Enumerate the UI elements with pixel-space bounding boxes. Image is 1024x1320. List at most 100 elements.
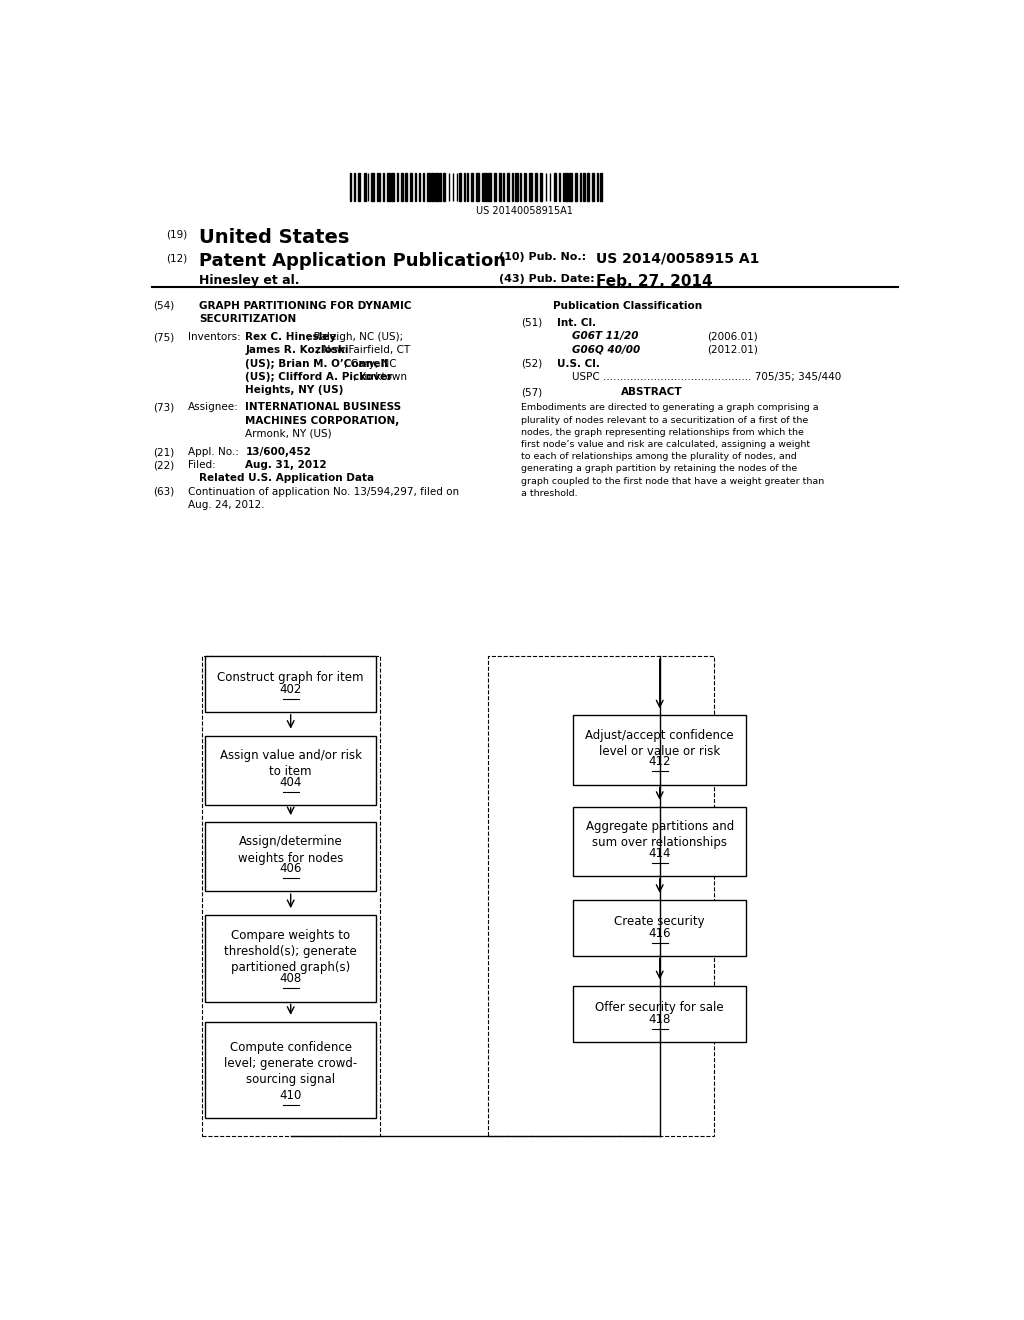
Text: plurality of nodes relevant to a securitization of a first of the: plurality of nodes relevant to a securit… — [521, 416, 808, 425]
Bar — [435, 173, 437, 201]
Bar — [554, 173, 556, 201]
Text: MACHINES CORPORATION,: MACHINES CORPORATION, — [246, 416, 399, 425]
Bar — [410, 173, 413, 201]
Text: USPC ............................................ 705/35; 345/440: USPC ...................................… — [572, 372, 842, 381]
Text: , New Fairfield, CT: , New Fairfield, CT — [315, 346, 410, 355]
Bar — [206, 915, 376, 1002]
Text: (75): (75) — [154, 333, 175, 342]
Text: Heights, NY (US): Heights, NY (US) — [246, 385, 344, 395]
Text: nodes, the graph representing relationships from which the: nodes, the graph representing relationsh… — [521, 428, 804, 437]
Bar — [364, 173, 366, 201]
Text: to each of relationships among the plurality of nodes, and: to each of relationships among the plura… — [521, 453, 797, 461]
Text: partitioned graph(s): partitioned graph(s) — [231, 961, 350, 974]
Bar — [358, 173, 360, 201]
Bar — [387, 173, 389, 201]
Text: Aug. 31, 2012: Aug. 31, 2012 — [246, 461, 327, 470]
Bar — [427, 173, 430, 201]
Bar — [499, 173, 502, 201]
Text: Offer security for sale: Offer security for sale — [595, 1001, 724, 1014]
Text: (43) Pub. Date:: (43) Pub. Date: — [500, 275, 595, 284]
Text: a threshold.: a threshold. — [521, 488, 578, 498]
Text: (21): (21) — [154, 447, 175, 457]
Bar — [573, 715, 746, 784]
Bar — [573, 807, 746, 876]
Text: US 2014/0058915 A1: US 2014/0058915 A1 — [596, 252, 760, 265]
Bar — [404, 173, 407, 201]
Text: level; generate crowd-: level; generate crowd- — [224, 1057, 357, 1071]
Text: Feb. 27, 2014: Feb. 27, 2014 — [596, 275, 713, 289]
Bar — [494, 173, 496, 201]
Bar — [431, 173, 433, 201]
Text: 414: 414 — [648, 846, 671, 859]
Text: (10) Pub. No.:: (10) Pub. No.: — [500, 252, 587, 261]
Bar — [573, 900, 746, 956]
Text: level or value or risk: level or value or risk — [599, 744, 720, 758]
Text: Create security: Create security — [614, 915, 706, 928]
Text: Armonk, NY (US): Armonk, NY (US) — [246, 429, 332, 438]
Bar — [600, 173, 602, 201]
Text: US 20140058915A1: US 20140058915A1 — [476, 206, 573, 216]
Bar — [541, 173, 543, 201]
Text: (22): (22) — [154, 461, 175, 470]
Text: Int. Cl.: Int. Cl. — [557, 318, 596, 327]
Text: (12): (12) — [166, 253, 187, 264]
Bar — [524, 173, 526, 201]
Text: Embodiments are directed to generating a graph comprising a: Embodiments are directed to generating a… — [521, 404, 818, 412]
Text: James R. Kozloski: James R. Kozloski — [246, 346, 349, 355]
Bar — [439, 173, 441, 201]
Text: (63): (63) — [154, 487, 175, 496]
Text: , Yorktown: , Yorktown — [352, 372, 407, 381]
Text: graph coupled to the first node that have a weight greater than: graph coupled to the first node that hav… — [521, 477, 824, 486]
Text: , Cary, NC: , Cary, NC — [344, 359, 397, 368]
Text: Filed:: Filed: — [188, 461, 216, 470]
Text: weights for nodes: weights for nodes — [238, 851, 343, 865]
Text: 416: 416 — [648, 927, 671, 940]
Text: (73): (73) — [154, 403, 175, 412]
Text: (51): (51) — [521, 318, 542, 327]
Bar — [573, 986, 746, 1043]
Bar — [484, 173, 486, 201]
Bar — [487, 656, 714, 1137]
Bar — [535, 173, 537, 201]
Text: Hinesley et al.: Hinesley et al. — [200, 275, 300, 288]
Text: United States: United States — [200, 227, 350, 247]
Text: SECURITIZATION: SECURITIZATION — [200, 314, 297, 323]
Text: (2012.01): (2012.01) — [708, 345, 758, 354]
Text: generating a graph partition by retaining the nodes of the: generating a graph partition by retainin… — [521, 465, 797, 474]
Text: 13/600,452: 13/600,452 — [246, 447, 311, 457]
Bar — [565, 173, 567, 201]
Text: Rex C. Hinesley: Rex C. Hinesley — [246, 333, 337, 342]
Text: 410: 410 — [280, 1089, 302, 1102]
Text: Related U.S. Application Data: Related U.S. Application Data — [200, 474, 375, 483]
Text: Aggregate partitions and: Aggregate partitions and — [586, 820, 734, 833]
Text: first node’s value and risk are calculated, assigning a weight: first node’s value and risk are calculat… — [521, 440, 810, 449]
Bar — [459, 173, 462, 201]
Bar — [202, 656, 380, 1137]
Text: U.S. Cl.: U.S. Cl. — [557, 359, 599, 368]
Text: Publication Classification: Publication Classification — [553, 301, 702, 310]
Text: ABSTRACT: ABSTRACT — [621, 387, 683, 397]
Bar — [206, 656, 376, 711]
Bar — [206, 735, 376, 805]
Text: Appl. No.:: Appl. No.: — [188, 447, 240, 457]
Bar — [529, 173, 531, 201]
Text: (57): (57) — [521, 387, 542, 397]
Text: Construct graph for item: Construct graph for item — [217, 671, 364, 684]
Text: Compare weights to: Compare weights to — [231, 929, 350, 942]
Text: (54): (54) — [154, 301, 175, 310]
Text: 418: 418 — [648, 1012, 671, 1026]
Bar — [574, 173, 577, 201]
Bar — [443, 173, 445, 201]
Text: Continuation of application No. 13/594,297, filed on: Continuation of application No. 13/594,2… — [188, 487, 460, 496]
Bar — [587, 173, 589, 201]
Text: Assign value and/or risk: Assign value and/or risk — [220, 748, 361, 762]
Text: , Raleigh, NC (US);: , Raleigh, NC (US); — [307, 333, 403, 342]
Text: Patent Application Publication: Patent Application Publication — [200, 252, 507, 269]
Bar — [206, 822, 376, 891]
Bar — [471, 173, 473, 201]
Text: Assignee:: Assignee: — [188, 403, 239, 412]
Text: 402: 402 — [280, 682, 302, 696]
Text: (52): (52) — [521, 359, 542, 368]
Text: Aug. 24, 2012.: Aug. 24, 2012. — [188, 500, 265, 510]
Bar — [400, 173, 402, 201]
